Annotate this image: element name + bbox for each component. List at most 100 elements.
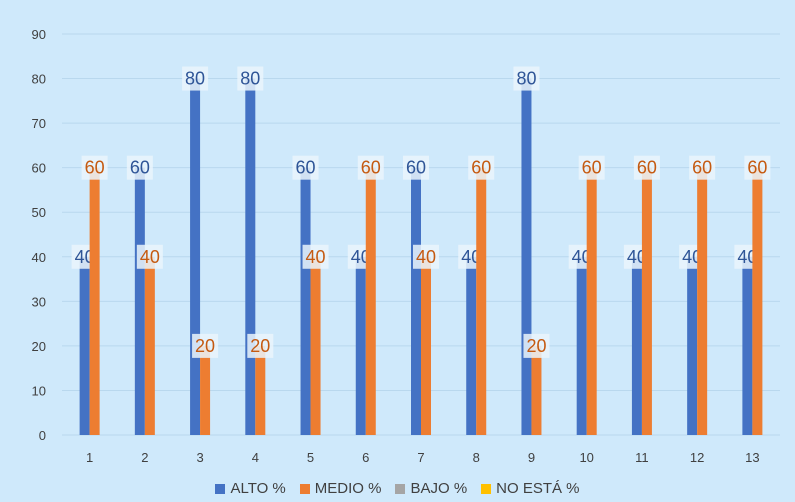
bar-alto	[190, 78, 201, 436]
bar-medio	[310, 256, 321, 435]
bar-medio	[752, 167, 763, 435]
bar-medio	[531, 345, 542, 435]
bar-medio	[697, 167, 708, 435]
data-label-box	[633, 155, 660, 180]
bar-medio	[365, 167, 376, 435]
bar-medio	[200, 345, 211, 435]
data-label: 80	[240, 69, 260, 89]
bar-medio	[144, 256, 155, 435]
data-label-box	[513, 66, 540, 91]
data-label-box	[302, 244, 329, 269]
x-tick-label: 4	[252, 450, 259, 465]
data-label-box	[468, 155, 495, 180]
y-tick-label: 20	[32, 339, 46, 354]
bar-alto	[411, 167, 421, 435]
legend-item-alto: ALTO %	[215, 480, 286, 497]
data-label-box	[413, 244, 439, 269]
legend-item-no-esta: NO ESTÁ %	[481, 480, 580, 497]
legend-label-medio: MEDIO %	[314, 480, 382, 497]
bar-medio	[89, 167, 100, 435]
bar-alto	[742, 256, 753, 435]
legend-swatch-bajo	[395, 483, 406, 494]
bar-alto	[245, 78, 256, 436]
y-tick-label: 0	[39, 428, 46, 443]
data-label: 60	[130, 158, 150, 178]
data-label-box	[689, 155, 716, 180]
data-label-box	[81, 155, 108, 180]
legend-label-bajo: BAJO %	[410, 480, 468, 497]
data-label: 60	[471, 158, 491, 178]
legend-swatch-no-esta	[481, 483, 492, 494]
data-label: 20	[250, 336, 270, 356]
bar-alto	[631, 256, 642, 435]
bar-medio	[586, 167, 597, 435]
x-tick-label: 9	[528, 450, 535, 465]
data-label: 60	[692, 158, 712, 178]
x-tick-label: 13	[745, 450, 759, 465]
data-label: 40	[306, 247, 326, 267]
bar-alto	[521, 78, 532, 436]
data-label: 60	[296, 158, 316, 178]
x-tick-label: 2	[141, 450, 148, 465]
data-label: 40	[416, 247, 436, 267]
data-label-box	[578, 155, 605, 180]
y-tick-label: 40	[32, 250, 46, 265]
legend-label-no-esta: NO ESTÁ %	[496, 480, 580, 497]
data-label-box	[292, 155, 319, 180]
data-label-box	[237, 66, 264, 91]
x-tick-label: 10	[579, 450, 593, 465]
bar-medio	[641, 167, 652, 435]
legend-swatch-medio	[299, 483, 310, 494]
bar-alto	[79, 256, 90, 435]
y-tick-label: 90	[32, 27, 46, 42]
bar-alto	[466, 256, 477, 435]
data-label-box	[126, 155, 153, 180]
bar-alto	[300, 167, 311, 435]
data-label: 20	[526, 336, 546, 356]
bar-medio	[421, 256, 431, 435]
data-label-box	[523, 333, 550, 358]
data-label-box	[192, 333, 219, 358]
x-tick-label: 6	[362, 450, 369, 465]
bar-alto	[687, 256, 698, 435]
bar-alto	[576, 256, 587, 435]
y-tick-label: 80	[32, 72, 46, 87]
data-label: 60	[361, 158, 381, 178]
y-tick-label: 60	[32, 161, 46, 176]
data-label-box	[247, 333, 274, 358]
data-label-box	[136, 244, 163, 269]
data-label: 60	[747, 158, 767, 178]
bar-alto	[355, 256, 366, 435]
x-tick-label: 3	[196, 450, 203, 465]
data-label: 80	[516, 69, 536, 89]
data-label-box	[744, 155, 771, 180]
data-label: 20	[195, 336, 215, 356]
x-tick-label: 7	[417, 450, 424, 465]
legend-item-bajo: BAJO %	[395, 480, 467, 497]
bar-medio	[476, 167, 487, 435]
data-label: 80	[185, 69, 205, 89]
data-label: 60	[637, 158, 657, 178]
legend-swatch-alto	[215, 483, 226, 494]
y-tick-label: 30	[32, 294, 46, 309]
legend-label-alto: ALTO %	[230, 480, 286, 497]
data-label: 40	[140, 247, 160, 267]
bar-alto	[134, 167, 145, 435]
x-tick-label: 11	[635, 450, 649, 465]
legend-item-medio: MEDIO %	[299, 480, 382, 497]
x-tick-label: 8	[473, 450, 480, 465]
data-label: 60	[406, 158, 426, 178]
bar-chart: 0 10 20 30 40 50 60 70 80 90 40 60 1 60 40 2 80 20 3 80 20 4 6…	[32, 27, 780, 465]
y-tick-label: 10	[32, 383, 46, 398]
y-tick-label: 70	[32, 116, 46, 131]
data-label-box	[357, 155, 384, 180]
data-label-box	[182, 66, 209, 91]
data-label-box	[403, 155, 429, 180]
bar-medio	[255, 345, 266, 435]
data-label: 60	[85, 158, 105, 178]
x-tick-label: 12	[690, 450, 704, 465]
legend: ALTO % MEDIO % BAJO % NO ESTÁ %	[0, 480, 795, 497]
data-label: 60	[582, 158, 602, 178]
y-tick-label: 50	[32, 205, 46, 220]
